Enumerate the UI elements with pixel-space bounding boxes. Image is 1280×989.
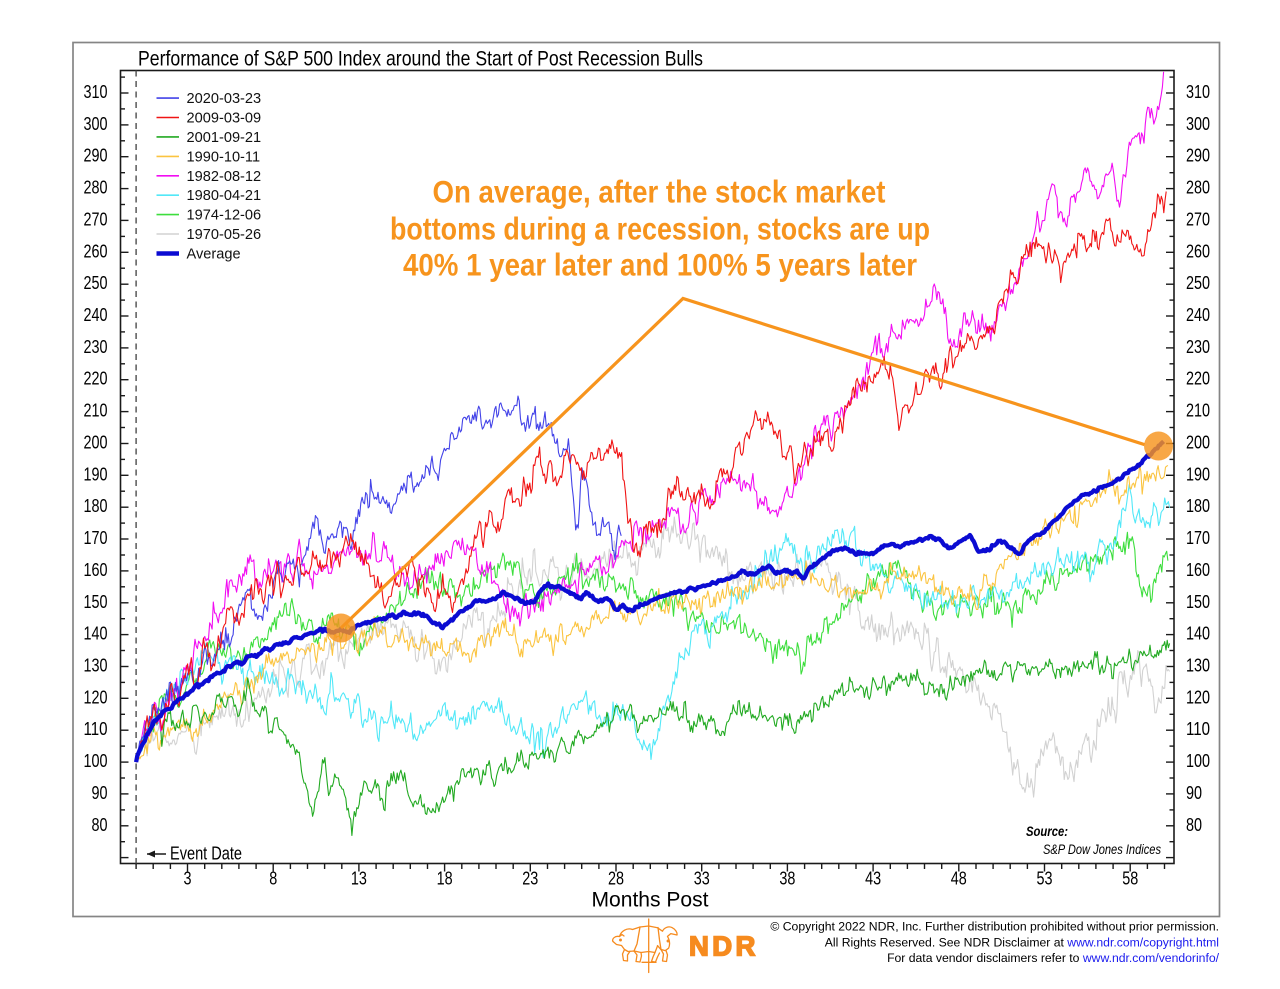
svg-text:280: 280 [1186,178,1210,198]
svg-text:200: 200 [84,433,108,453]
svg-text:170: 170 [1186,528,1210,548]
svg-text:180: 180 [84,496,108,516]
svg-text:2020-03-23: 2020-03-23 [187,91,262,107]
svg-text:All Rights Reserved. See NDR D: All Rights Reserved. See NDR Disclaimer … [825,935,1219,949]
svg-text:For data vendor disclaimers re: For data vendor disclaimers refer to www… [887,951,1220,965]
svg-text:1970-05-26: 1970-05-26 [187,227,262,243]
svg-text:230: 230 [1186,337,1210,357]
svg-text:220: 220 [1186,369,1210,389]
svg-text:53: 53 [1037,869,1053,889]
svg-text:Event Date: Event Date [170,844,242,864]
svg-text:S&P Dow Jones Indices: S&P Dow Jones Indices [1043,842,1161,857]
svg-text:80: 80 [92,815,108,835]
svg-text:210: 210 [84,401,108,421]
svg-text:28: 28 [608,869,624,889]
svg-text:38: 38 [779,869,795,889]
svg-text:130: 130 [1186,656,1210,676]
svg-text:23: 23 [522,869,538,889]
svg-text:230: 230 [84,337,108,357]
svg-text:80: 80 [1186,815,1202,835]
svg-text:190: 190 [84,464,108,484]
svg-text:280: 280 [84,178,108,198]
svg-text:© Copyright 2022 NDR, Inc. Fur: © Copyright 2022 NDR, Inc. Further distr… [770,920,1219,934]
svg-text:58: 58 [1122,869,1138,889]
svg-text:120: 120 [1186,687,1210,707]
svg-text:160: 160 [84,560,108,580]
svg-text:2001-09-21: 2001-09-21 [187,130,262,146]
svg-text:260: 260 [1186,241,1210,261]
svg-text:40% 1 year later and 100% 5 ye: 40% 1 year later and 100% 5 years later [403,247,917,283]
svg-text:110: 110 [84,719,108,739]
svg-text:310: 310 [1186,82,1210,102]
svg-text:210: 210 [1186,401,1210,421]
svg-text:170: 170 [84,528,108,548]
svg-text:3: 3 [184,869,192,889]
svg-text:140: 140 [84,624,108,644]
svg-text:240: 240 [84,305,108,325]
svg-text:1990-10-11: 1990-10-11 [187,149,261,165]
svg-text:100: 100 [1186,751,1210,771]
svg-text:300: 300 [1186,114,1210,134]
svg-text:8: 8 [269,869,277,889]
svg-text:250: 250 [1186,273,1210,293]
svg-text:90: 90 [1186,783,1202,803]
svg-text:1982-08-12: 1982-08-12 [187,169,262,185]
svg-text:260: 260 [84,241,108,261]
svg-text:Performance of S&P 500 Index a: Performance of S&P 500 Index around the … [138,48,703,71]
svg-text:310: 310 [84,82,108,102]
svg-text:190: 190 [1186,464,1210,484]
svg-text:2009-03-09: 2009-03-09 [187,111,262,127]
svg-text:Months Post: Months Post [592,889,709,912]
svg-text:120: 120 [84,687,108,707]
svg-text:1974-12-06: 1974-12-06 [187,208,262,224]
svg-text:150: 150 [1186,592,1210,612]
svg-text:240: 240 [1186,305,1210,325]
svg-text:13: 13 [351,869,367,889]
svg-text:bottoms during a recession, st: bottoms during a recession, stocks are u… [390,211,930,247]
svg-text:290: 290 [84,146,108,166]
svg-text:270: 270 [1186,209,1210,229]
svg-text:300: 300 [84,114,108,134]
svg-text:Source:: Source: [1026,824,1068,839]
svg-text:180: 180 [1186,496,1210,516]
svg-text:NDR: NDR [689,931,759,962]
svg-text:250: 250 [84,273,108,293]
svg-text:100: 100 [84,751,108,771]
svg-text:220: 220 [84,369,108,389]
svg-text:43: 43 [865,869,881,889]
svg-text:150: 150 [84,592,108,612]
svg-text:On average, after the stock ma: On average, after the stock market [433,174,886,210]
svg-text:160: 160 [1186,560,1210,580]
svg-text:200: 200 [1186,433,1210,453]
svg-text:140: 140 [1186,624,1210,644]
svg-text:33: 33 [694,869,710,889]
svg-text:270: 270 [84,209,108,229]
svg-text:290: 290 [1186,146,1210,166]
svg-text:1980-04-21: 1980-04-21 [187,188,262,204]
svg-text:130: 130 [84,656,108,676]
svg-text:110: 110 [1186,719,1210,739]
svg-text:Average: Average [187,247,241,263]
svg-text:48: 48 [951,869,967,889]
svg-text:90: 90 [92,783,108,803]
svg-text:18: 18 [437,869,453,889]
